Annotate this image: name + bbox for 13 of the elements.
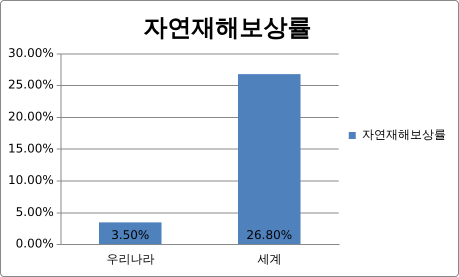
y-tick-label: 30.00%	[8, 46, 54, 60]
x-tick-label: 우리나라	[106, 252, 154, 266]
x-tick-label: 세계	[257, 252, 282, 266]
chart-title: 자연재해보상률	[144, 14, 312, 42]
y-tick-label: 10.00%	[8, 173, 54, 188]
y-tick-label: 15.00%	[8, 141, 54, 156]
y-tick-label: 25.00%	[8, 78, 54, 92]
y-tick-label: 20.00%	[8, 110, 54, 124]
legend-label: 자연재해보상률	[362, 128, 446, 142]
y-tick-label: 5.00%	[16, 204, 54, 219]
y-tick-label: 0.00%	[16, 236, 54, 251]
data-label: 26.80%	[246, 228, 292, 242]
data-label: 3.50%	[111, 228, 150, 242]
